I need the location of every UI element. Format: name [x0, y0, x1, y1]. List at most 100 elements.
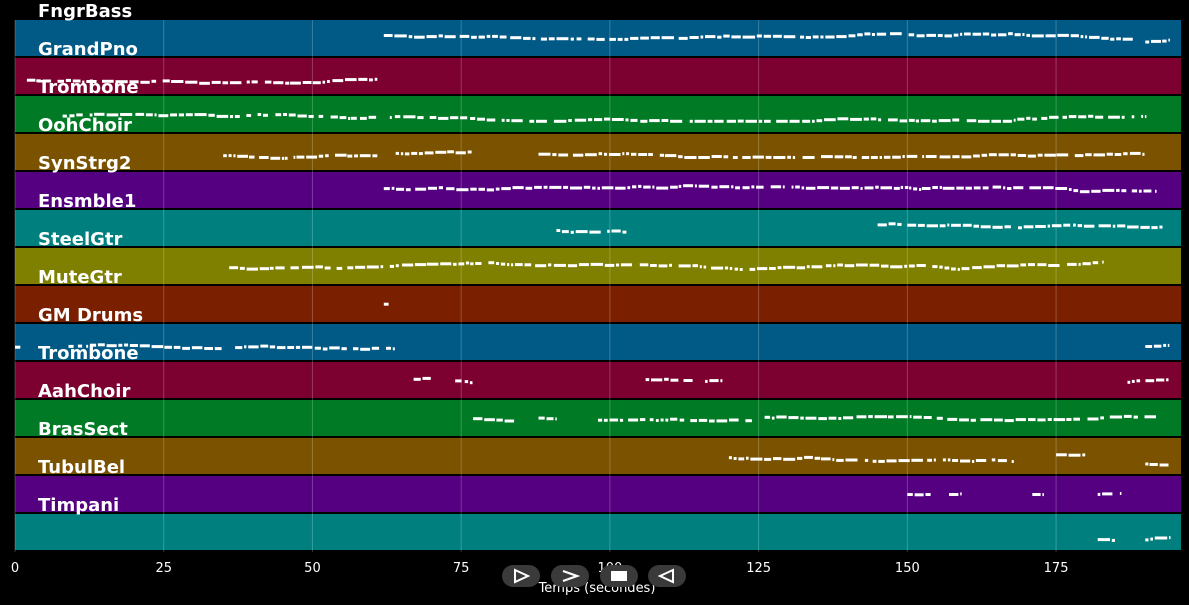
note	[372, 154, 378, 158]
note	[383, 34, 393, 37]
note	[62, 114, 67, 118]
note	[896, 415, 908, 419]
note	[1003, 186, 1006, 190]
note	[89, 113, 93, 117]
note	[76, 113, 83, 117]
play-outline-button[interactable]	[502, 565, 540, 587]
note	[788, 416, 799, 420]
note	[947, 417, 958, 421]
note	[106, 344, 117, 348]
note	[880, 186, 892, 190]
note	[683, 184, 694, 188]
note	[742, 35, 756, 39]
note	[72, 79, 81, 83]
note	[960, 459, 971, 463]
note	[678, 155, 683, 159]
note	[97, 343, 105, 347]
note	[939, 224, 946, 228]
note	[1122, 37, 1133, 41]
note	[411, 151, 418, 155]
note	[907, 493, 913, 496]
note	[589, 230, 601, 234]
note	[229, 266, 239, 270]
note	[1116, 188, 1120, 192]
note	[496, 418, 503, 422]
note	[1055, 187, 1068, 190]
note	[574, 118, 587, 122]
note	[952, 118, 960, 122]
note	[973, 224, 979, 228]
note	[455, 379, 462, 383]
note	[670, 185, 678, 189]
note	[82, 80, 85, 84]
note	[1015, 418, 1026, 422]
note	[919, 188, 922, 191]
note	[996, 264, 1005, 268]
note	[102, 79, 114, 83]
note	[77, 344, 83, 348]
note	[208, 113, 215, 117]
note	[235, 346, 243, 350]
note	[315, 265, 323, 269]
forward-button[interactable]	[551, 565, 589, 587]
note	[868, 415, 873, 419]
note	[567, 264, 578, 268]
note	[523, 36, 531, 40]
note	[789, 119, 800, 123]
note	[1047, 224, 1051, 228]
note	[464, 380, 469, 384]
note	[933, 458, 936, 462]
note	[1017, 117, 1025, 121]
note	[792, 156, 796, 159]
note	[556, 229, 561, 232]
note	[800, 35, 805, 39]
note	[916, 34, 925, 38]
note	[424, 151, 434, 155]
note	[459, 34, 470, 38]
note	[764, 415, 771, 419]
note	[164, 345, 172, 349]
track-label: SynStrg2	[38, 153, 131, 174]
note	[590, 262, 603, 266]
note	[228, 154, 232, 158]
note	[1027, 154, 1036, 158]
note	[638, 153, 648, 156]
stop-button[interactable]	[600, 565, 638, 587]
note	[802, 156, 815, 159]
note	[1089, 35, 1100, 39]
note	[1082, 262, 1091, 266]
note	[276, 346, 286, 350]
x-tick-label: 175	[1044, 561, 1069, 576]
note	[302, 345, 313, 349]
note	[246, 114, 252, 117]
note	[1117, 224, 1126, 228]
note	[325, 154, 329, 158]
track-label: BrasSect	[38, 419, 128, 440]
note	[555, 417, 557, 421]
note	[705, 379, 708, 383]
note	[711, 266, 724, 270]
note	[1145, 379, 1155, 383]
note	[1121, 189, 1127, 193]
note	[611, 229, 621, 233]
note	[447, 150, 454, 154]
note	[769, 267, 776, 270]
note	[511, 263, 514, 267]
note	[404, 152, 410, 156]
note	[603, 418, 608, 422]
note	[246, 80, 250, 84]
note	[913, 187, 918, 191]
note	[707, 119, 713, 123]
note	[194, 113, 207, 117]
note	[408, 35, 413, 39]
note	[1078, 262, 1081, 266]
note	[1045, 34, 1056, 38]
note	[234, 115, 240, 118]
note	[1123, 152, 1128, 156]
note	[771, 416, 775, 420]
note	[570, 186, 583, 190]
note	[532, 37, 536, 41]
note	[890, 32, 902, 36]
rewind-button[interactable]	[648, 565, 686, 587]
note	[942, 186, 955, 190]
